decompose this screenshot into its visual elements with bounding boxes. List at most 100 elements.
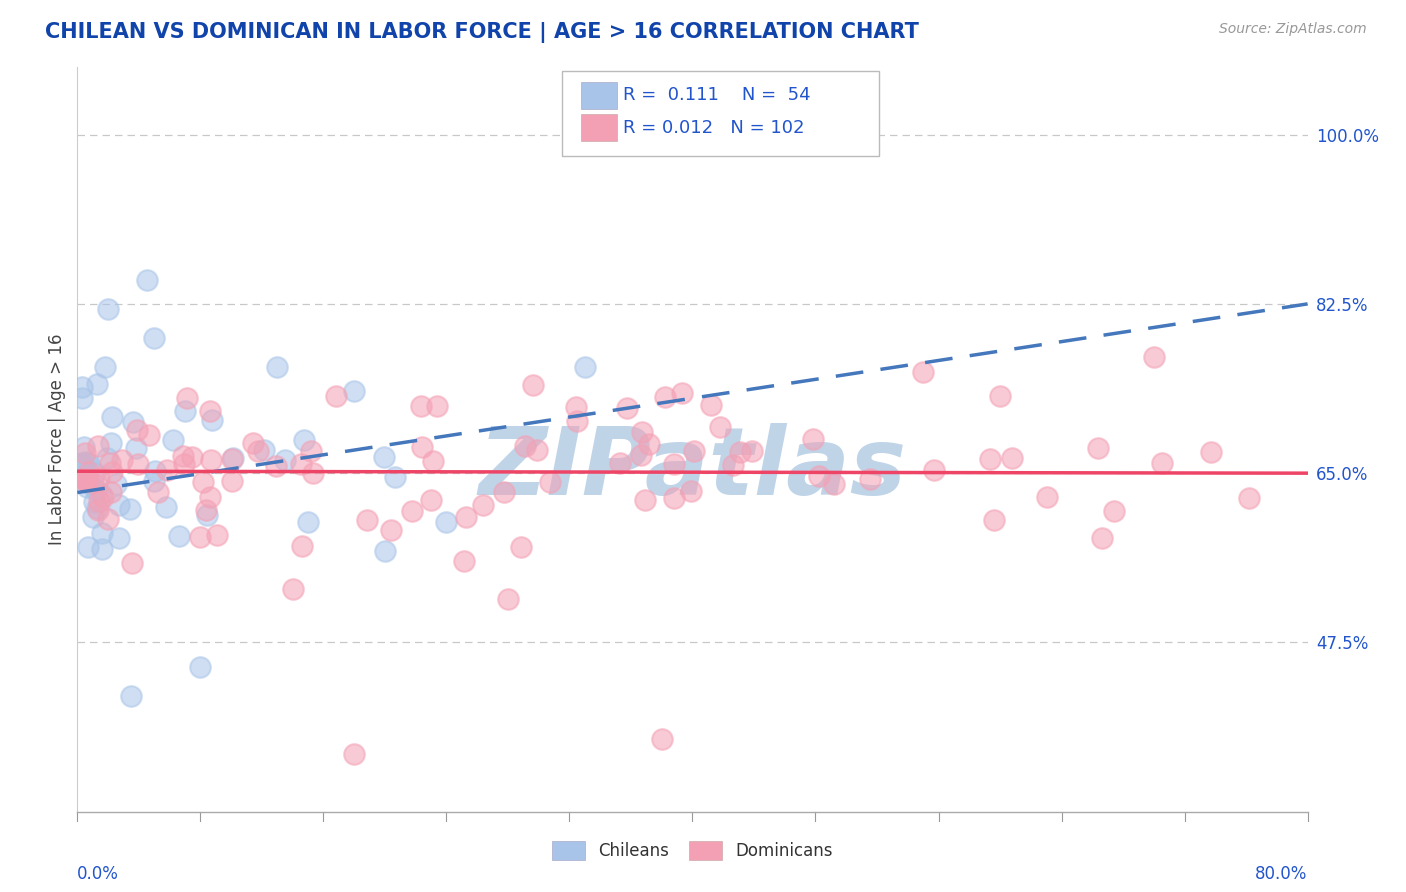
Point xyxy=(922,463,945,477)
Point xyxy=(138,428,160,442)
Point xyxy=(683,443,706,458)
Point xyxy=(73,472,96,486)
Point xyxy=(79,457,101,471)
Point xyxy=(201,413,224,427)
Point xyxy=(167,529,190,543)
Point xyxy=(436,515,458,529)
Point xyxy=(426,399,449,413)
Point xyxy=(266,458,288,473)
Point xyxy=(273,453,295,467)
Point xyxy=(526,443,548,458)
Point xyxy=(1091,531,1114,545)
Point xyxy=(728,445,751,459)
Point xyxy=(70,391,93,405)
Point xyxy=(143,464,166,478)
Point xyxy=(456,510,478,524)
Point xyxy=(801,432,824,446)
Point xyxy=(200,490,222,504)
Point xyxy=(79,477,101,491)
Point xyxy=(266,359,288,374)
Point xyxy=(637,437,659,451)
Point xyxy=(72,457,94,471)
Point xyxy=(567,414,589,428)
Text: ZIPatlas: ZIPatlas xyxy=(478,423,907,515)
Point xyxy=(104,477,127,491)
Point xyxy=(564,400,586,414)
Point xyxy=(111,452,134,467)
Point xyxy=(86,500,108,515)
Point xyxy=(73,440,96,454)
Point xyxy=(1199,445,1222,459)
Point xyxy=(453,554,475,568)
Point xyxy=(76,474,98,488)
Point xyxy=(634,493,657,508)
Point xyxy=(281,582,304,597)
Point xyxy=(97,512,120,526)
Point xyxy=(671,386,693,401)
Text: 0.0%: 0.0% xyxy=(77,865,120,883)
Point xyxy=(471,498,494,512)
Point xyxy=(741,444,763,458)
Point xyxy=(1000,450,1022,465)
Point xyxy=(90,487,112,501)
Point xyxy=(492,485,515,500)
Point xyxy=(173,457,195,471)
Point xyxy=(513,439,536,453)
Point xyxy=(380,523,402,537)
Point xyxy=(356,513,378,527)
Point xyxy=(146,485,169,500)
Point xyxy=(979,452,1001,467)
Point xyxy=(98,456,121,470)
Point xyxy=(221,452,243,467)
Point xyxy=(155,463,177,477)
Point xyxy=(496,591,519,606)
Point xyxy=(75,455,97,469)
Point xyxy=(194,503,217,517)
Point xyxy=(374,543,396,558)
Point xyxy=(121,415,143,429)
Point xyxy=(73,446,96,460)
Point xyxy=(297,515,319,529)
Point xyxy=(709,420,731,434)
Point xyxy=(108,531,131,545)
Point xyxy=(143,475,166,489)
Point xyxy=(1102,504,1125,518)
Point xyxy=(73,474,96,488)
Point xyxy=(188,530,211,544)
Point xyxy=(125,423,148,437)
Point xyxy=(77,465,100,479)
Point xyxy=(195,508,218,523)
Point xyxy=(630,448,652,462)
Point xyxy=(87,503,110,517)
Point xyxy=(121,556,143,570)
Point xyxy=(100,485,122,500)
Point xyxy=(509,540,531,554)
Point xyxy=(94,359,117,374)
Point xyxy=(83,495,105,509)
Point xyxy=(246,443,269,458)
Point xyxy=(291,539,314,553)
Point xyxy=(155,500,177,515)
Point xyxy=(631,425,654,440)
Point xyxy=(77,540,100,554)
Point xyxy=(143,331,166,345)
Point xyxy=(108,498,131,512)
Point xyxy=(82,475,104,490)
Point xyxy=(181,450,204,465)
Text: CHILEAN VS DOMINICAN IN LABOR FORCE | AGE > 16 CORRELATION CHART: CHILEAN VS DOMINICAN IN LABOR FORCE | AG… xyxy=(45,22,920,44)
Point xyxy=(654,390,676,404)
Text: R =  0.111    N =  54: R = 0.111 N = 54 xyxy=(623,87,810,104)
Point xyxy=(191,475,214,489)
Point xyxy=(70,380,93,394)
Point xyxy=(1143,350,1166,364)
Point xyxy=(422,454,444,468)
Point xyxy=(411,440,433,454)
Point xyxy=(86,376,108,391)
Point xyxy=(162,434,184,448)
Point xyxy=(420,492,443,507)
Point xyxy=(82,509,104,524)
Point xyxy=(73,473,96,487)
Point xyxy=(1239,491,1261,505)
Point xyxy=(83,466,105,480)
Point xyxy=(100,436,122,450)
